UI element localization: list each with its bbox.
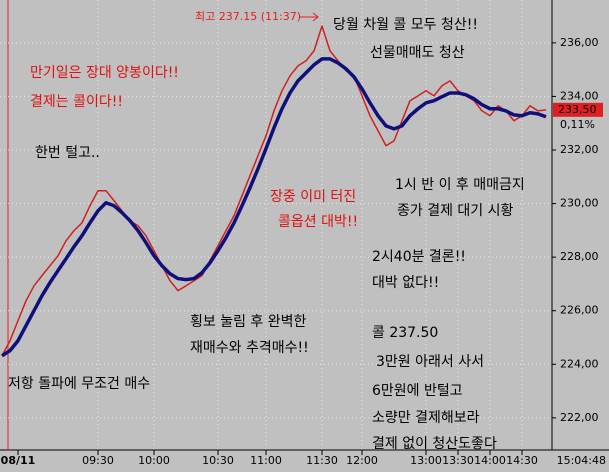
x-tick-label: 14:00 <box>474 454 506 467</box>
series-line <box>1 57 547 358</box>
y-tick-label: 230,00 <box>560 197 599 210</box>
annotation: 대박 없다!! <box>372 275 439 291</box>
y-tick-label: 232,00 <box>560 143 599 156</box>
annotation: 3만원 아래서 사서 <box>376 354 484 370</box>
annotation: 횡보 눌림 후 완벽한 <box>190 314 307 330</box>
x-tick-label: 08/11 <box>1 454 36 467</box>
annotation: 2시40분 결론!! <box>372 249 466 265</box>
annotation: 저항 돌파에 무조건 매수 <box>8 376 150 392</box>
annotation: 소량만 결제해보라 <box>372 410 480 426</box>
annotation: 선물매매도 청산 <box>370 45 465 61</box>
x-tick-label: 13:00 <box>410 454 442 467</box>
x-tick-label: 12:00 <box>346 454 378 467</box>
peak-note: 최고 237.15 (11:37) <box>195 10 301 23</box>
annotation: 결제는 콜이다!! <box>30 94 123 110</box>
annotation: 종가 결제 대기 시황 <box>397 203 514 219</box>
y-tick-label: 226,00 <box>560 304 599 317</box>
annotation: 콜옵션 대박!! <box>278 214 358 230</box>
annotation: 콜 237.50 <box>372 325 438 341</box>
annotation: 한번 털고.. <box>35 145 100 161</box>
y-tick-label: 228,00 <box>560 250 599 263</box>
annotation: 6만원에 반털고 <box>372 383 463 399</box>
annotation: 재매수와 추격매수!! <box>190 340 309 356</box>
x-tick-label: 09:30 <box>82 454 114 467</box>
x-tick-label: 10:00 <box>138 454 170 467</box>
y-tick-label: 224,00 <box>560 357 599 370</box>
y-tick-label: 234,00 <box>560 89 599 102</box>
series-line <box>1 25 547 357</box>
annotation: 만기일은 장대 양봉이다!! <box>30 65 179 81</box>
x-tick-label: 10:30 <box>202 454 234 467</box>
y-tick-label: 236,00 <box>560 36 599 49</box>
x-tick-label: 11:30 <box>306 454 338 467</box>
annotation: 결제 없이 청산도좋다 <box>372 436 497 452</box>
change-label: 0,11% <box>560 118 595 131</box>
peak-arrow <box>300 12 319 22</box>
annotation: 당월 차월 콜 모두 청산!! <box>333 17 478 33</box>
x-tick-label: 14:30 <box>506 454 538 467</box>
annotation: 장중 이미 터진 <box>270 189 356 205</box>
y-tick-label: 222,00 <box>560 411 599 424</box>
x-tick-label: 11:00 <box>250 454 282 467</box>
last-price-box <box>553 102 603 117</box>
annotation: 1시 반 이 후 매매금지 <box>395 177 525 193</box>
x-tick-label: 13:30 <box>442 454 474 467</box>
last-price-label: 233,50 <box>558 103 597 116</box>
time-label: 15:04:48 <box>557 454 606 467</box>
